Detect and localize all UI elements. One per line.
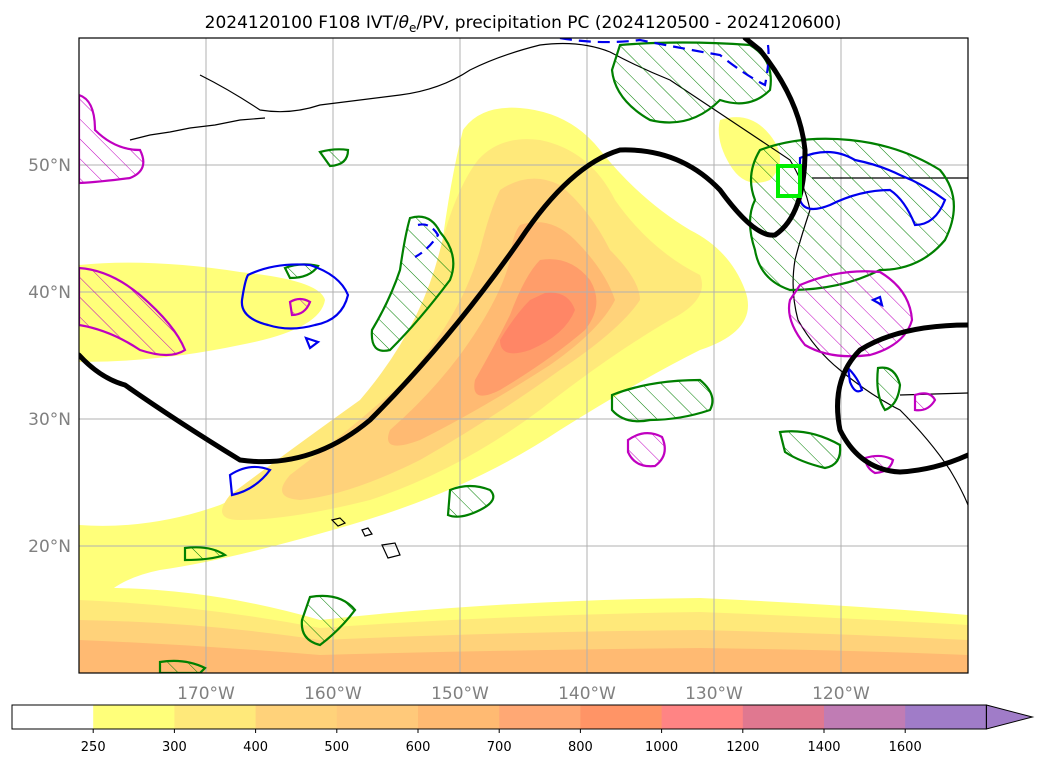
target-box xyxy=(776,164,802,198)
theta-e-sw-loop xyxy=(835,322,968,475)
longitude-tick-label: 140°W xyxy=(558,684,616,704)
precip-green-se xyxy=(778,430,842,470)
latitude-tick-label: 20°N xyxy=(28,537,71,557)
precip-magenta-small4 xyxy=(288,297,312,317)
precip-green-sw xyxy=(446,484,495,518)
colorbar-box xyxy=(93,705,175,729)
colorbar-box xyxy=(661,705,744,729)
colorbar-box xyxy=(336,705,419,729)
colorbar-extend-arrow xyxy=(985,704,1035,730)
coastline-aleutians xyxy=(129,117,266,141)
island-hawaii-2 xyxy=(361,527,373,537)
coastline-alaska xyxy=(199,42,811,211)
island-hawaii-1 xyxy=(330,517,347,527)
colorbar-label: 1000 xyxy=(645,740,678,755)
pv-blue-central xyxy=(240,263,350,330)
pv-blue-pnw xyxy=(798,150,947,227)
colorbar-label: 700 xyxy=(487,740,512,755)
colorbar-box xyxy=(905,705,987,729)
latitude-tick-label: 30°N xyxy=(28,410,71,430)
colorbar-label: 1200 xyxy=(726,740,759,755)
colorbar-box xyxy=(255,705,338,729)
map-area: 170°W 160°W 150°W 140°W 130°W 120°W 20°N 30°N 4… xyxy=(28,37,969,704)
latitude-tick-label: 50°N xyxy=(28,156,71,176)
theta-e-contours xyxy=(79,38,968,475)
latitude-tick-label: 40°N xyxy=(28,283,71,303)
colorbar-label: 1400 xyxy=(807,740,840,755)
colorbar-box xyxy=(742,705,825,729)
pv-blue-small3 xyxy=(304,336,321,350)
theta-e-main xyxy=(79,38,808,465)
island-hawaii-3 xyxy=(381,542,401,559)
longitude-tick-label: 130°W xyxy=(685,684,743,704)
precip-magenta-nw xyxy=(79,93,145,185)
figure-title: 2024120100 F108 IVT/θe/PV, precipitation… xyxy=(205,13,842,35)
colorbar-label: 500 xyxy=(324,740,349,755)
colorbar-label: 1600 xyxy=(889,740,922,755)
colorbar-label: 250 xyxy=(81,740,106,755)
graticule xyxy=(79,38,968,673)
latitude-labels: 20°N 30°N 40°N 50°N xyxy=(28,156,71,557)
pv-blue-contours xyxy=(228,38,947,497)
precip-green-s3 xyxy=(158,659,207,673)
precip-magenta-cal xyxy=(787,270,914,358)
colorbar-box xyxy=(418,705,500,729)
longitude-tick-label: 120°W xyxy=(812,684,870,704)
pv-blue-small2 xyxy=(870,295,884,308)
pv-blue-sw xyxy=(228,465,272,497)
colorbar-box xyxy=(12,705,94,729)
colorbar-label: 400 xyxy=(243,740,268,755)
colorbar-label: 600 xyxy=(406,740,431,755)
map-frame xyxy=(78,37,969,674)
precip-green-n xyxy=(318,148,350,168)
precip-green-ne-pac xyxy=(610,378,714,423)
precip-magenta-small3 xyxy=(913,392,937,412)
colorbar-label: 800 xyxy=(568,740,593,755)
longitude-tick-label: 160°W xyxy=(304,684,362,704)
precip-green-s2 xyxy=(183,546,228,562)
pv-blue-small1 xyxy=(846,364,864,393)
precip-magenta-small1 xyxy=(626,432,666,468)
ivt-contour-500-s xyxy=(79,640,968,673)
precip-green-baja xyxy=(876,366,902,412)
precip-green-midpac xyxy=(370,215,455,352)
pv-blue-dashed-north xyxy=(559,38,770,87)
border-us-mexico xyxy=(899,392,968,396)
colorbar-box xyxy=(580,705,663,729)
colorbar-box xyxy=(499,705,581,729)
precip-green-s xyxy=(300,594,357,647)
pv-blue-dashed-mid xyxy=(414,223,440,258)
colorbar-boxes xyxy=(11,704,1035,730)
precip-magenta-contours xyxy=(79,93,937,475)
colorbar: 250 300 400 500 600 700 800 1000 1200 1400 1600 xyxy=(11,704,1035,755)
ivt-contour-700 xyxy=(500,292,575,354)
longitude-labels: 170°W 160°W 150°W 140°W 130°W 120°W xyxy=(177,684,870,704)
colorbar-box xyxy=(174,705,257,729)
precip-magenta-w xyxy=(79,266,187,357)
colorbar-label: 300 xyxy=(162,740,187,755)
ivt-filled-contours xyxy=(79,107,968,673)
longitude-tick-label: 170°W xyxy=(177,684,235,704)
colorbar-box xyxy=(824,705,906,729)
colorbar-labels: 250 300 400 500 600 700 800 1000 1200 1400 1600 xyxy=(81,729,922,755)
longitude-tick-label: 150°W xyxy=(431,684,489,704)
